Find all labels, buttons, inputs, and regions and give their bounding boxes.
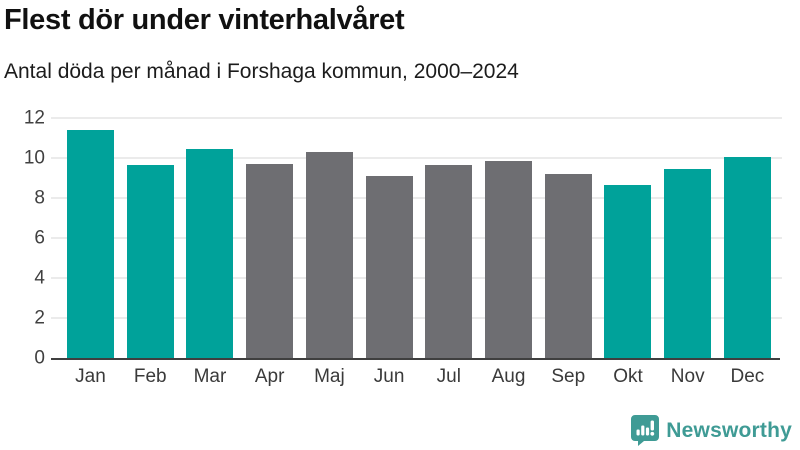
gridline-12 (51, 117, 782, 119)
bar-jan (67, 130, 114, 358)
bar-nov (664, 169, 712, 358)
y-tick-label-8: 8 (34, 187, 45, 209)
x-tick-label-jan: Jan (75, 366, 106, 387)
x-tick-label-okt: Okt (613, 366, 643, 387)
bar-chart-plot-area: 0 2 4 6 8 10 12 (24, 109, 782, 368)
bar-apr (246, 164, 294, 358)
x-tick-label-sep: Sep (551, 366, 586, 387)
chart-subtitle: Antal döda per månad i Forshaga kommun, … (4, 60, 519, 83)
x-tick-label-jun: Jun (373, 366, 405, 387)
x-tick-label-feb: Feb (133, 366, 167, 387)
bar-aug (485, 161, 533, 358)
y-tick-label-0: 0 (34, 347, 45, 369)
bar-feb (126, 165, 174, 358)
x-tick-label-jul: Jul (436, 366, 461, 387)
gridline-2 (51, 317, 782, 320)
bar-sep (544, 174, 592, 358)
newsworthy-wordmark: Newsworthy (666, 418, 792, 442)
y-tick-label-10: 10 (23, 147, 45, 169)
gridline-8 (51, 197, 782, 200)
bar-jun (365, 176, 413, 358)
chart-title: Flest dör under vinterhalvåret (4, 4, 405, 36)
bar-okt (604, 185, 652, 358)
x-tick-label-apr: Apr (254, 366, 285, 387)
bar-dec (723, 157, 771, 358)
x-tick-label-aug: Aug (491, 366, 526, 387)
newsworthy-icon (631, 415, 660, 446)
x-tick-label-dec: Dec (730, 366, 765, 387)
bar-mar (186, 149, 234, 358)
y-tick-label-4: 4 (34, 267, 45, 289)
bars-container (58, 118, 780, 358)
y-tick-label-12: 12 (23, 107, 45, 129)
x-tick-label-nov: Nov (670, 366, 705, 387)
x-tick-label-mar: Mar (193, 366, 227, 387)
gridline-4 (51, 277, 782, 280)
bar-jul (425, 165, 473, 358)
bar-maj (305, 152, 353, 358)
x-axis: Jan Feb Mar Apr Maj Jun Jul Aug Sep Okt Nov Dec (58, 366, 780, 388)
gridline-6 (51, 237, 782, 239)
gridline-10 (51, 157, 782, 159)
newsworthy-logo: Newsworthy (631, 415, 792, 446)
y-tick-label-2: 2 (34, 307, 45, 329)
y-tick-label-6: 6 (34, 227, 45, 249)
x-tick-label-maj: Maj (314, 366, 345, 387)
